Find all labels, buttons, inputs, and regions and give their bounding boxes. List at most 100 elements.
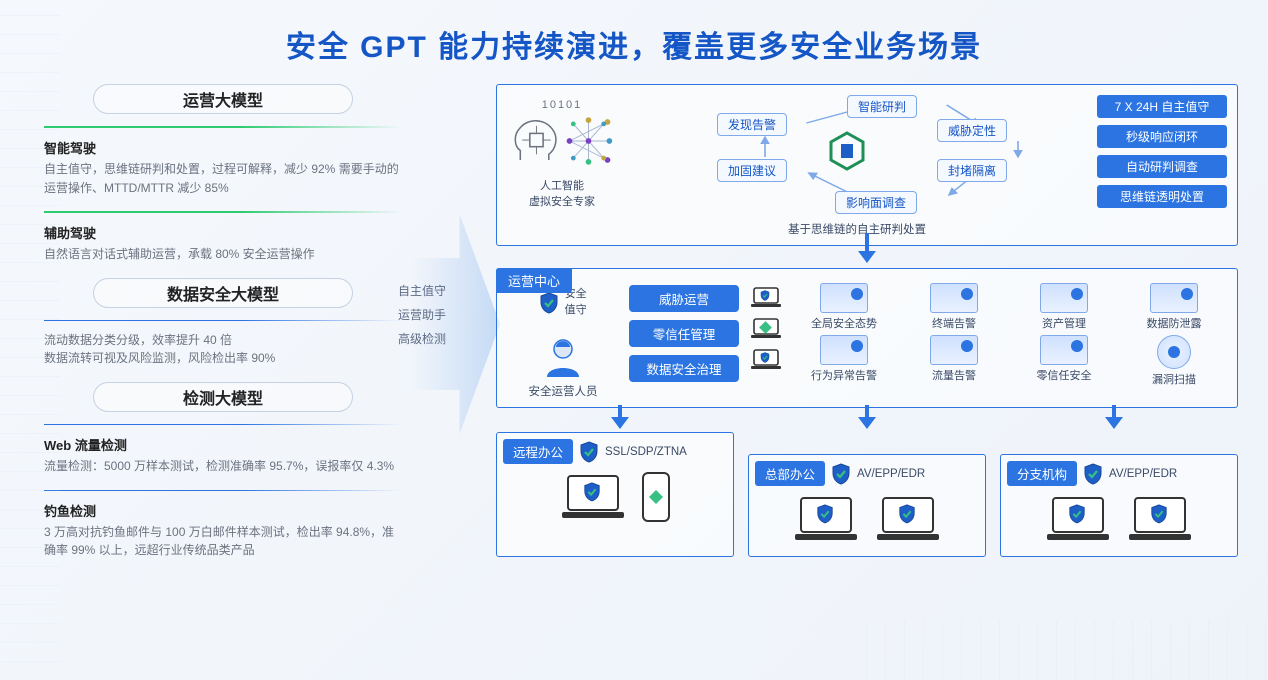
product-card: 流量告警 [903, 335, 1005, 387]
mid-label: 运营助手 [398, 303, 446, 327]
rule [44, 490, 402, 491]
product-label: 数据防泄露 [1123, 315, 1225, 331]
ai-head-icon [507, 111, 564, 171]
arrow-down-icon [1105, 417, 1123, 429]
product-label: 全局安全态势 [793, 315, 895, 331]
product-icon [1040, 283, 1088, 313]
product-icon [820, 283, 868, 313]
ops-header: 运营中心 [496, 268, 572, 293]
ops-button[interactable]: 零信任管理 [629, 320, 739, 347]
product-label: 行为异常告警 [793, 367, 895, 383]
flow-tag: 影响面调查 [835, 191, 917, 214]
ops-buttons: 威胁运营零信任管理数据安全治理 [629, 281, 739, 382]
flow-tag: 加固建议 [717, 159, 787, 182]
group-header: 数据安全大模型 [93, 278, 353, 308]
branch-panel: 远程办公 SSL/SDP/ZTNA [496, 432, 734, 557]
shield-icon [579, 441, 599, 463]
product-icon [1157, 335, 1191, 369]
section: 流动数据分类分级，效率提升 40 倍 数据流转可视及风险监测，风险检出率 90% [44, 320, 402, 368]
section-title: 钓鱼检测 [44, 501, 402, 520]
branch-name: 分支机构 [1007, 461, 1077, 486]
person-icon [541, 335, 585, 379]
section-title: 辅助驾驶 [44, 223, 402, 242]
product-label: 流量告警 [903, 367, 1005, 383]
branch-panel: 分支机构 AV/EPP/EDR [1000, 454, 1238, 557]
feature-pill: 思维链透明处置 [1097, 185, 1227, 208]
phone-icon [642, 472, 670, 522]
section-title: 智能驾驶 [44, 138, 402, 157]
person-label: 安全运营人员 [509, 383, 617, 399]
hex-logo-icon [827, 131, 867, 171]
branch-name: 远程办公 [503, 439, 573, 464]
section: Web 流量检测流量检测：5000 万样本测试，检测准确率 95.7%，误报率仅… [44, 424, 402, 476]
product-label: 零信任安全 [1013, 367, 1115, 383]
product-card: 数据防泄露 [1123, 283, 1225, 331]
ops-button[interactable]: 威胁运营 [629, 285, 739, 312]
product-card: 资产管理 [1013, 283, 1115, 331]
product-card: 行为异常告警 [793, 335, 895, 387]
arrow-down-icon [611, 417, 629, 429]
shield-icon [539, 292, 559, 314]
rule [44, 126, 402, 128]
product-label: 资产管理 [1013, 315, 1115, 331]
middle-arrow: 自主值守运营助手高级检测 [412, 84, 486, 574]
shield-icon [1083, 463, 1103, 485]
section-title: Web 流量检测 [44, 435, 402, 454]
right-column: 10101 [496, 84, 1238, 574]
flow-tag: 封堵隔离 [937, 159, 1007, 182]
mini-laptop-icon [751, 317, 781, 339]
section-desc: 流动数据分类分级，效率提升 40 倍 数据流转可视及风险监测，风险检出率 90% [44, 331, 402, 368]
laptop-icon [560, 472, 626, 522]
product-card: 零信任安全 [1013, 335, 1115, 387]
arrow-down-icon [858, 251, 876, 263]
section: 智能驾驶自主值守，思维链研判和处置，过程可解释，减少 92% 需要手动的运营操作… [44, 126, 402, 197]
section-desc: 3 万高对抗钓鱼邮件与 100 万白邮件样本测试，检出率 94.8%，准确率 9… [44, 523, 402, 560]
product-icon [1150, 283, 1198, 313]
laptop-icon [875, 494, 941, 544]
feature-pill: 秒级响应闭环 [1097, 125, 1227, 148]
product-icon [930, 283, 978, 313]
branch-proto: SSL/SDP/ZTNA [605, 446, 687, 458]
mini-laptop-icon [751, 286, 781, 308]
product-icon [1040, 335, 1088, 365]
branch-proto: AV/EPP/EDR [1109, 468, 1177, 480]
device-row [1011, 492, 1227, 546]
section: 辅助驾驶自然语言对话式辅助运营，承载 80% 安全运营操作 [44, 211, 402, 264]
rule [44, 424, 402, 425]
ai-graph-icon [560, 111, 617, 171]
mid-label: 高级检测 [398, 327, 446, 351]
product-label: 终端告警 [903, 315, 1005, 331]
ops-button[interactable]: 数据安全治理 [629, 355, 739, 382]
laptop-icon [793, 494, 859, 544]
product-card: 漏洞扫描 [1123, 335, 1225, 387]
section: 钓鱼检测 3 万高对抗钓鱼邮件与 100 万白邮件样本测试，检出率 94.8%，准… [44, 490, 402, 560]
flow-tag: 威胁定性 [937, 119, 1007, 142]
rule [44, 211, 402, 213]
flow-caption: 基于思维链的自主研判处置 [788, 221, 926, 237]
arrow-down-icon [858, 417, 876, 429]
ai-block: 10101 [507, 95, 617, 235]
flow-diagram: 基于思维链的自主研判处置 发现告警加固建议智能研判威胁定性封堵隔离影响面调查 [627, 95, 1087, 235]
ai-binary: 10101 [507, 99, 617, 111]
flow-tag: 智能研判 [847, 95, 917, 118]
mid-label: 自主值守 [398, 279, 446, 303]
feature-pill: 7 X 24H 自主值守 [1097, 95, 1227, 118]
page-title: 安全 GPT 能力持续演进，覆盖更多安全业务场景 [0, 0, 1268, 66]
device-row [507, 470, 723, 524]
device-row [759, 492, 975, 546]
feature-pill: 自动研判调查 [1097, 155, 1227, 178]
product-grid: 全局安全态势终端告警资产管理数据防泄露行为异常告警流量告警零信任安全漏洞扫描 [793, 281, 1225, 387]
product-label: 漏洞扫描 [1123, 371, 1225, 387]
ai-caption: 人工智能 虚拟安全专家 [507, 177, 617, 209]
left-column: 运营大模型智能驾驶自主值守，思维链研判和处置，过程可解释，减少 92% 需要手动… [44, 84, 402, 574]
laptop-icon [1127, 494, 1193, 544]
tri-arrows [496, 412, 1238, 434]
shield-icon [831, 463, 851, 485]
product-icon [820, 335, 868, 365]
ops-panel: 运营中心 安全 值守 安全运营人员 威胁运营零信任管理数据安全治理 全局安全态势… [496, 268, 1238, 408]
laptop-icon [1045, 494, 1111, 544]
product-card: 全局安全态势 [793, 283, 895, 331]
branch-panel: 总部办公AV/EPP/EDR [748, 454, 986, 557]
branch-row: 远程办公 SSL/SDP/ZTNA 总部办公AV/EPP/EDR 分支机构 AV/EPP… [496, 432, 1238, 557]
branch-proto: AV/EPP/EDR [857, 468, 925, 480]
